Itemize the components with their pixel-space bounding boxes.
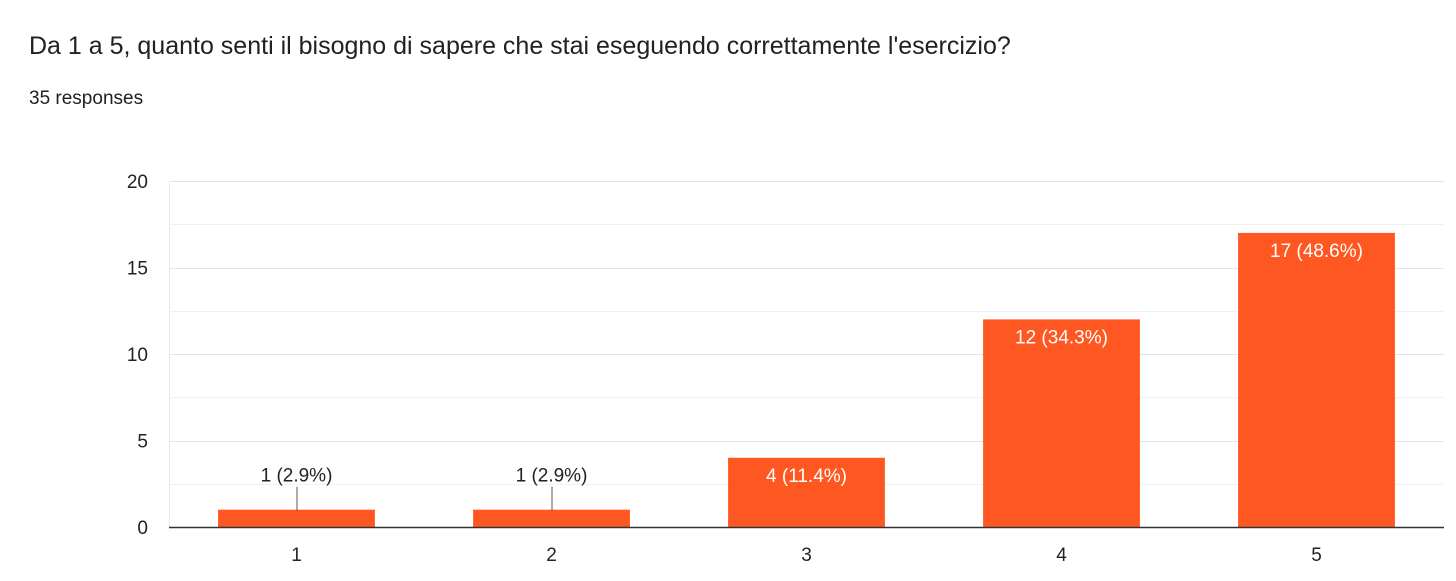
data-label: 12 (34.3%) [1015,327,1108,348]
data-label: 4 (11.4%) [766,466,847,487]
x-axis-ticks: 1 2 3 4 5 [169,526,1444,566]
y-tick-label: 5 [137,432,148,453]
bar [218,509,375,527]
y-tick-label: 20 [127,172,148,193]
bar [1238,232,1395,527]
gridlines [169,181,1444,527]
response-count: 35 responses [29,88,144,109]
x-tick-label: 4 [1056,545,1067,566]
data-labels: 1 (2.9%) 1 (2.9%) 4 (11.4%) 12 (34.3%) 17 (4… [261,241,1363,511]
bars [218,232,1395,527]
y-tick-label: 0 [137,518,148,539]
x-tick-label: 5 [1311,545,1322,566]
data-label: 17 (48.6%) [1270,241,1363,262]
bar [728,457,885,527]
x-tick-label: 3 [801,545,812,566]
x-tick-label: 1 [291,545,302,566]
bar [983,319,1140,527]
y-axis-ticks: 0 5 10 15 20 [127,172,148,539]
x-tick-label: 2 [546,545,557,566]
data-label: 1 (2.9%) [261,466,333,487]
bar [473,509,630,527]
y-tick-label: 10 [127,345,148,366]
question-title: Da 1 a 5, quanto senti il bisogno di sap… [29,32,1011,60]
data-label: 1 (2.9%) [516,466,588,487]
y-tick-label: 15 [127,259,148,280]
